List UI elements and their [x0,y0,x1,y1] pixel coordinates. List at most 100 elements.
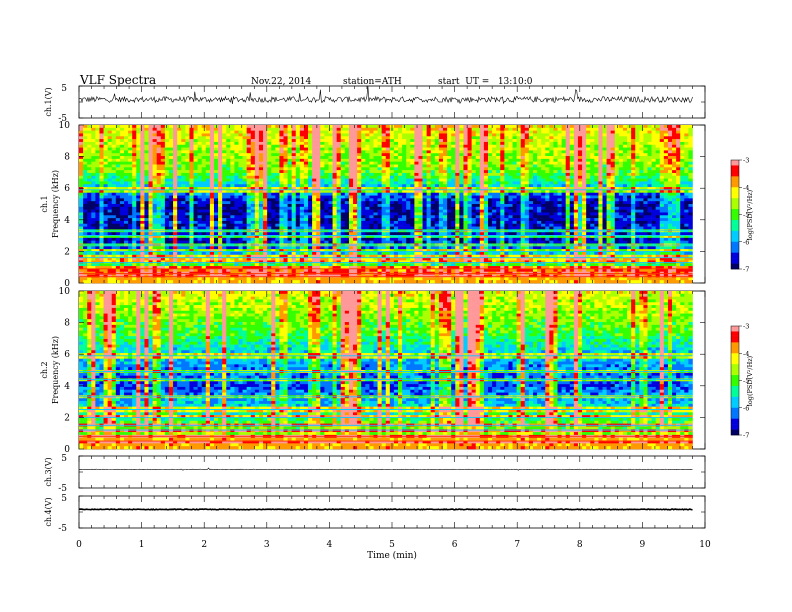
spectrogram-cell [385,201,391,205]
spectrogram-cell [357,164,362,168]
spectrogram-cell [471,141,477,146]
spectrogram-cell [160,150,166,154]
spectrogram-cell [189,139,194,143]
spectrogram-cell [532,153,538,157]
spectrogram-cell [569,133,575,137]
spectrogram-cell [663,198,669,202]
spectrogram-cell [414,133,419,137]
spectrogram-cell [320,125,325,129]
spectrogram-cell [275,144,280,148]
spectrogram-cell [279,184,284,188]
spectrogram-cell [136,153,141,157]
spectrogram-cell [312,147,317,151]
spectrogram-cell [479,172,485,177]
spectrogram-cell [91,192,96,196]
spectrogram-cell [496,195,501,199]
spectrogram-cell [389,150,395,154]
spectrogram-cell [83,198,88,202]
spectrogram-cell [201,204,207,208]
spectrogram-cell [246,195,252,199]
spectrogram-cell [95,153,100,157]
spectrogram-cell [271,161,276,165]
spectrogram-cell [164,175,170,179]
spectrogram-cell [308,164,313,168]
spectrogram-cell [528,181,534,185]
spectrogram-cell [369,153,374,157]
spectrogram-cell [320,170,325,174]
spectrogram-cell [659,204,665,208]
spectrogram-cell [528,212,534,216]
spectrogram-cell [148,141,153,146]
spectrogram-cell [614,212,620,216]
spectrogram-cell [381,181,387,185]
spectrogram-cell [271,206,276,210]
spectrogram-cell [426,164,432,168]
spectrogram-cell [238,178,243,182]
spectrogram-cell [532,172,538,177]
spectrogram-cell [160,158,166,162]
spectrogram-cell [123,195,129,199]
spectrogram-cell [672,175,677,179]
spectrogram-cell [218,141,223,146]
spectrogram-cell [193,189,198,194]
spectrogram-cell [598,178,603,182]
spectrogram-cell [205,125,211,129]
spectrogram-cell [365,206,370,210]
spectrogram-cell [263,215,268,219]
spectrogram-cell [577,139,583,143]
spectrogram-cell [324,212,329,216]
spectrogram-cell [647,175,652,179]
spectrogram-cell [618,195,624,199]
spectrogram-cell [426,192,432,196]
spectrogram-cell [590,158,595,162]
spectrogram-cell [152,170,158,174]
spectrogram-cell [115,125,121,129]
spectrogram-cell [193,206,198,210]
spectrogram-cell [590,201,595,205]
spectrogram-cell [492,153,497,157]
spectrogram-cell [500,204,505,208]
spectrogram-cell [537,161,542,165]
spectrogram-cell [316,187,321,191]
spectrogram-cell [586,141,591,146]
spectrogram-cell [430,153,436,157]
spectrogram-cell [418,144,423,148]
spectrogram-cell [177,167,182,171]
spectrogram-cell [443,156,448,160]
spectrogram-cell [246,204,252,208]
spectrogram-cell [434,127,440,131]
spectrogram-cell [128,215,133,219]
spectrogram-cell [132,215,137,219]
spectrogram-cell [361,204,366,208]
spectrogram-cell [156,150,162,154]
spectrogram-cell [422,161,427,165]
spectrogram-cell [205,130,211,134]
spectrogram-cell [119,187,125,191]
spectrogram-cell [598,133,603,137]
spectrogram-cell [573,141,579,146]
spectrogram-cell [639,150,644,154]
spectrogram-cell [242,156,247,160]
spectrogram-cell [532,139,538,143]
spectrogram-cell [618,153,624,157]
spectrogram-cell [483,189,489,194]
spectrogram-cell [369,139,374,143]
spectrogram-cell [393,175,399,179]
spectrogram-cell [410,144,415,148]
spectrogram-cell [164,172,170,177]
spectrogram-cell [590,175,595,179]
spectrogram-cell [598,189,603,194]
spectrogram-cell [385,133,391,137]
spectrogram-cell [258,204,264,208]
spectrogram-cell [684,127,689,131]
spectrogram-cell [308,184,313,188]
spectrogram-cell [434,187,440,191]
spectrogram-cell [610,178,616,182]
spectrogram-cell [418,189,423,194]
spectrogram-cell [618,147,624,151]
spectrogram-cell [299,156,305,160]
spectrogram-cell [99,201,104,205]
spectrogram-cell [353,125,358,129]
spectrogram-cell [91,195,96,199]
spectrogram-cell [115,192,121,196]
